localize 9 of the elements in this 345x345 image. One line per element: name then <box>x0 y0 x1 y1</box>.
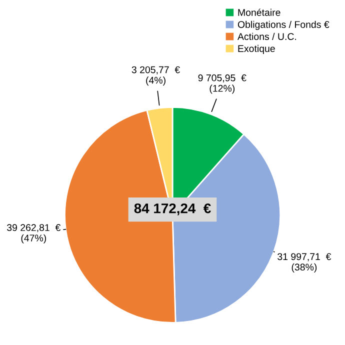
legend-label: Obligations / Fonds € <box>238 20 330 30</box>
data-label: 3 205,77 € (4%) <box>132 66 180 86</box>
data-label: 9 705,95 € (12%) <box>198 74 246 94</box>
legend-label: Actions / U.C. <box>238 32 296 40</box>
legend-label: Exotique <box>238 44 275 54</box>
text: 84 172,24 € <box>134 203 211 216</box>
data-label: 31 997,71 € (38%) <box>278 253 332 272</box>
data-label: 39 262,81 € (47%) <box>6 224 61 244</box>
legend-label: Monétaire <box>238 8 280 16</box>
